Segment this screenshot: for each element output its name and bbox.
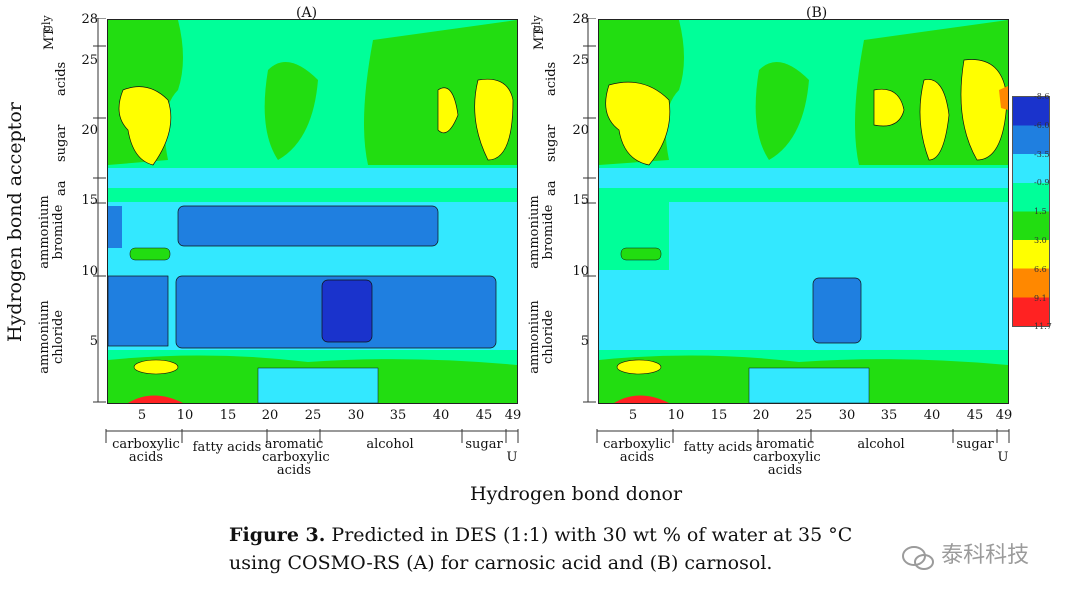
x-group-label: fatty acids	[683, 440, 753, 455]
x-group-bracket	[596, 429, 1010, 443]
y-tick: 20	[81, 123, 98, 138]
y-group-label: sugar	[54, 124, 69, 162]
y-group-label: acids	[544, 61, 559, 96]
x-group-label: alcohol	[366, 437, 414, 452]
x-group-bracket	[105, 429, 519, 443]
y-group-label: acids	[54, 61, 69, 96]
y-group-bracket	[93, 18, 106, 403]
x-tick: 15	[710, 408, 728, 423]
x-group-label: carboxylic acids	[603, 437, 671, 465]
x-tick: 35	[880, 408, 898, 423]
x-tick: 25	[795, 408, 813, 423]
y-group-label: ammonium chloride	[37, 300, 66, 374]
x-tick: 20	[752, 408, 770, 423]
figure-caption: Figure 3. Predicted in DES (1:1) with 30…	[229, 521, 929, 577]
colorbar-label: -8.6	[1034, 92, 1050, 101]
y-tick: 10	[81, 264, 98, 279]
x-tick: 20	[261, 408, 279, 423]
y-group-label: gly	[40, 15, 53, 32]
y-tick: 5	[89, 334, 98, 349]
colorbar	[1012, 96, 1050, 327]
x-tick: 30	[347, 408, 365, 423]
y-group-label: ammonium bromide	[37, 195, 66, 269]
heatmap-a-contours	[108, 20, 517, 403]
x-group-label: carboxylic acids	[112, 437, 180, 465]
y-tick: 28	[572, 12, 589, 27]
y-tick: 10	[572, 264, 589, 279]
colorbar-label: -0.9	[1034, 178, 1050, 187]
x-tick: 5	[137, 408, 147, 423]
x-tick: 30	[838, 408, 856, 423]
x-tick: 49	[995, 408, 1013, 423]
wechat-icon	[902, 545, 934, 570]
x-group-label: alcohol	[857, 437, 905, 452]
y-group-bracket	[583, 18, 596, 403]
x-group-label: fatty acids	[192, 440, 262, 455]
x-tick: 5	[628, 408, 638, 423]
panel-a-title: (A)	[296, 5, 318, 21]
y-tick: 15	[572, 193, 589, 208]
x-tick: 45	[966, 408, 984, 423]
y-tick: 25	[572, 53, 589, 68]
panel-b-title: (B)	[806, 5, 828, 21]
y-tick: 15	[81, 193, 98, 208]
x-group-label: sugar	[465, 437, 503, 452]
colorbar-label: 3.0	[1034, 236, 1047, 245]
x-tick: 49	[504, 408, 522, 423]
y-group-label: sugar	[544, 124, 559, 162]
x-tick: 40	[432, 408, 450, 423]
x-tick: 45	[475, 408, 493, 423]
heatmap-b	[598, 19, 1009, 404]
caption-line1: Predicted in DES (1:1) with 30 wt % of w…	[331, 524, 853, 546]
watermark: 泰科科技	[900, 537, 1029, 573]
x-tick: 10	[667, 408, 685, 423]
y-group-label: gly	[530, 15, 543, 32]
caption-line2: using COSMO-RS (A) for carnosic acid and…	[229, 552, 773, 574]
heatmap-a	[107, 19, 518, 404]
caption-label: Figure 3.	[229, 524, 326, 546]
colorbar-label: -3.5	[1034, 150, 1050, 159]
y-tick: 5	[580, 334, 589, 349]
colorbar-label: 6.6	[1034, 265, 1047, 274]
x-group-label: sugar	[956, 437, 994, 452]
heatmap-b-contours	[599, 20, 1008, 403]
y-axis-title: Hydrogen bond acceptor	[4, 102, 26, 342]
y-group-label: ammonium chloride	[527, 300, 556, 374]
x-tick: 35	[389, 408, 407, 423]
x-tick: 25	[304, 408, 322, 423]
y-tick: 20	[572, 123, 589, 138]
y-tick: 28	[81, 12, 98, 27]
colorbar-label: 1.5	[1034, 207, 1047, 216]
x-group-label: U	[997, 450, 1009, 465]
x-group-label: aromatic carboxylic acids	[753, 437, 821, 478]
x-tick: 10	[176, 408, 194, 423]
x-tick: 15	[219, 408, 237, 423]
y-tick: 25	[81, 53, 98, 68]
colorbar-label: -6.0	[1034, 121, 1050, 130]
y-group-label: ammonium bromide	[527, 195, 556, 269]
watermark-text: 泰科科技	[941, 543, 1030, 568]
x-group-label: U	[506, 450, 518, 465]
colorbar-label: 9.1	[1034, 294, 1047, 303]
x-axis-title: Hydrogen bond donor	[470, 483, 683, 505]
x-group-label: aromatic carboxylic acids	[262, 437, 330, 478]
x-tick: 40	[923, 408, 941, 423]
colorbar-label: 11.7	[1034, 322, 1052, 331]
